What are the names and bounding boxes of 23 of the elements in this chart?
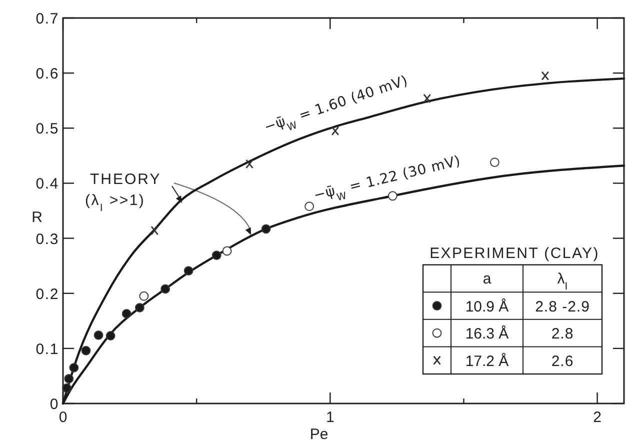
legend-label: 10.9 Å xyxy=(465,297,509,316)
y-tick-label: 0.2 xyxy=(36,286,59,303)
annotation: (λ$_{I}$ >>1) xyxy=(85,192,146,214)
y-tick-label: 0.7 xyxy=(36,10,59,28)
annotation: THEORY xyxy=(90,171,162,188)
x-tick-label: 2 xyxy=(593,409,602,426)
x-tick-label: 1 xyxy=(326,409,334,426)
y-tick-label: 0.5 xyxy=(36,120,59,138)
y-tick-label: 0.4 xyxy=(36,176,59,193)
annotation: 2.8 xyxy=(551,326,574,343)
legend-label: 17.2 Å xyxy=(465,352,509,370)
annotation: λ$_{I}$ xyxy=(557,270,568,292)
legend-title: EXPERIMENT (CLAY) xyxy=(430,244,600,262)
x-axis-title: Pe xyxy=(310,426,328,443)
y-tick-label: 0.6 xyxy=(36,66,59,83)
y-axis-title: R xyxy=(32,209,43,226)
y-tick-label: 0.3 xyxy=(36,230,59,248)
y-tick-label: 0 xyxy=(50,396,59,413)
annotation: 2.8 -2.9 xyxy=(535,298,590,316)
y-tick-label: 0.1 xyxy=(36,340,59,358)
annotation: 2.6 xyxy=(551,352,574,370)
legend-label: 16.3 Å xyxy=(465,324,509,343)
annotation: a xyxy=(482,270,492,288)
